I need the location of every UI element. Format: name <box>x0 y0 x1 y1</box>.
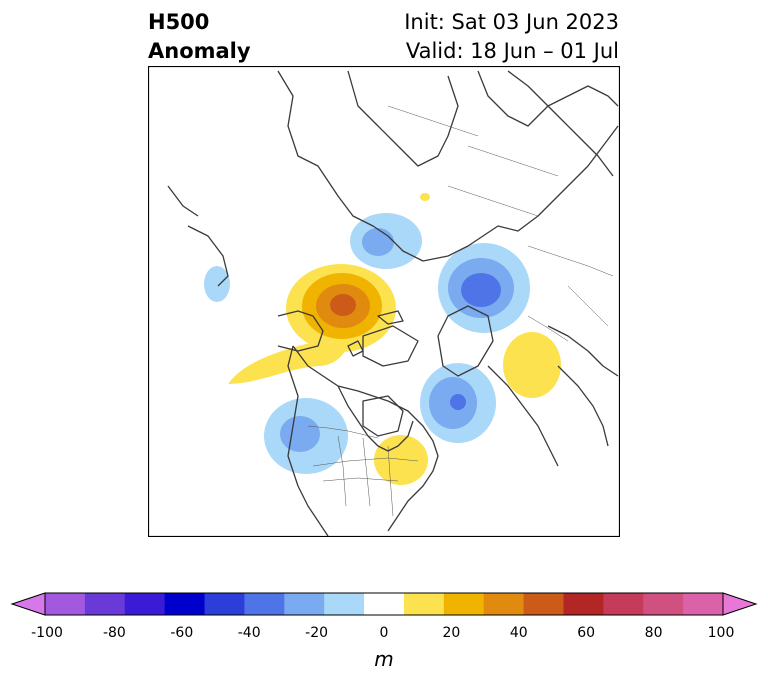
colorbar-cell <box>443 593 485 615</box>
borders <box>307 105 614 517</box>
anomaly-alaska-red <box>330 294 356 316</box>
anomaly-pnw-mid <box>280 416 320 452</box>
colorbar-tick-label: -100 <box>31 625 63 641</box>
colorbar-cells <box>45 593 724 615</box>
colorbar <box>10 592 758 616</box>
anomaly-fills <box>204 193 561 485</box>
colorbar-cell <box>683 593 724 615</box>
anomaly-arctic-yellow <box>420 193 430 201</box>
colorbar-cell <box>84 593 126 615</box>
colorbar-cell <box>523 593 564 615</box>
colorbar-cell <box>483 593 525 615</box>
colorbar-min-arrow <box>10 592 46 616</box>
colorbar-tick-label: 60 <box>577 625 596 641</box>
chart-title-left: H500 Anomaly <box>148 8 251 66</box>
anomaly-scandinavia-mid <box>362 228 394 256</box>
anomaly-bering-blue <box>204 266 230 302</box>
title-type: Anomaly <box>148 39 251 63</box>
colorbar-cell <box>45 593 86 615</box>
colorbar-max-arrow <box>722 592 758 616</box>
colorbar-tick-label: -80 <box>102 625 126 641</box>
colorbar-cell <box>204 593 245 615</box>
coastlines <box>167 70 619 537</box>
anomaly-map <box>148 66 620 537</box>
colorbar-tick-label: 0 <box>379 625 389 641</box>
init-date: Init: Sat 03 Jun 2023 <box>404 10 619 34</box>
colorbar-tick-label: 40 <box>509 625 528 641</box>
colorbar-tick-label: 100 <box>707 625 735 641</box>
valid-range: Valid: 18 Jun – 01 Jul <box>405 39 619 63</box>
colorbar-tick-label: -60 <box>170 625 194 641</box>
colorbar-cell <box>164 593 206 615</box>
colorbar-cell <box>284 593 325 615</box>
colorbar-cell <box>124 593 166 615</box>
anomaly-siberia-dark <box>461 273 501 307</box>
colorbar-cell <box>244 593 285 615</box>
anomaly-kazakhstan-yellow <box>503 332 561 398</box>
anomaly-newfoundland-dark <box>450 394 466 410</box>
colorbar-cell <box>324 593 365 615</box>
colorbar-tick-label: 20 <box>442 625 461 641</box>
colorbar-unit: m <box>374 647 394 671</box>
colorbar-cell <box>603 593 644 615</box>
colorbar-cell <box>563 593 604 615</box>
colorbar-tick-label: -20 <box>305 625 329 641</box>
anomaly-greatlakes-yellow <box>374 435 428 485</box>
title-variable: H500 <box>148 10 210 34</box>
colorbar-tick-label: 80 <box>644 625 663 641</box>
colorbar-tick-label: -40 <box>237 625 261 641</box>
colorbar-cell <box>643 593 684 615</box>
chart-title-right: Init: Sat 03 Jun 2023 Valid: 18 Jun – 01… <box>404 8 619 66</box>
colorbar-cell <box>364 593 405 615</box>
colorbar-cell <box>403 593 445 615</box>
